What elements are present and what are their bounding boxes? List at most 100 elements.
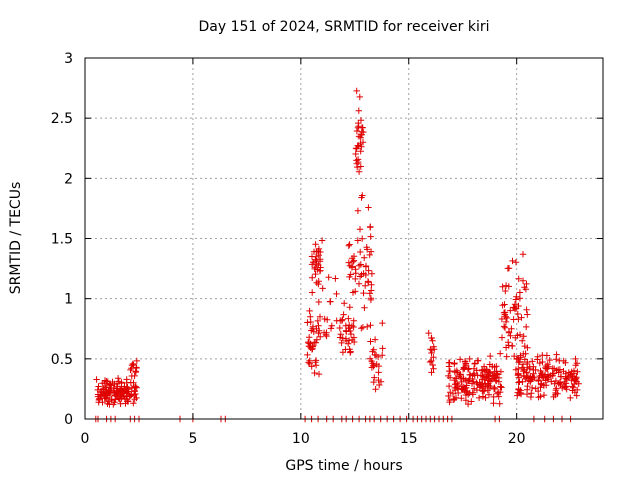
- data-point: [361, 304, 368, 311]
- data-point: [544, 361, 551, 368]
- data-point: [346, 304, 353, 311]
- data-point: [362, 263, 370, 270]
- data-point: [469, 391, 477, 398]
- data-point: [355, 280, 363, 287]
- data-point: [521, 366, 528, 373]
- data-point: [567, 394, 574, 402]
- data-point: [336, 324, 343, 332]
- data-point: [555, 369, 562, 376]
- data-point: [528, 390, 535, 397]
- data-point: [363, 244, 370, 251]
- data-point: [528, 376, 535, 383]
- data-point: [333, 290, 340, 298]
- data-point: [317, 333, 324, 340]
- data-point: [365, 204, 372, 211]
- data-point: [304, 351, 311, 359]
- data-point: [573, 378, 580, 385]
- data-point: [307, 313, 314, 320]
- data-point: [523, 390, 531, 398]
- data-point: [318, 237, 326, 244]
- data-point: [497, 350, 504, 357]
- data-point: [504, 265, 512, 272]
- data-point: [342, 327, 350, 334]
- data-point: [368, 287, 375, 294]
- data-point: [493, 363, 500, 370]
- data-point: [339, 316, 346, 323]
- data-point: [322, 331, 330, 338]
- data-point: [316, 258, 324, 265]
- data-point: [515, 365, 522, 373]
- data-point: [355, 262, 363, 269]
- data-point: [306, 360, 313, 367]
- x-tick-label: 10: [292, 431, 310, 447]
- data-point: [355, 107, 362, 114]
- data-point: [347, 348, 354, 355]
- data-point: [519, 251, 527, 258]
- data-point: [122, 387, 130, 394]
- data-point: [93, 376, 100, 383]
- data-point: [568, 368, 575, 375]
- data-point: [311, 339, 318, 346]
- data-point: [365, 267, 372, 274]
- data-point: [503, 353, 510, 360]
- data-point: [345, 242, 352, 249]
- data-point: [498, 334, 506, 341]
- data-point: [357, 248, 364, 256]
- data-point: [354, 207, 362, 214]
- data-point: [498, 315, 506, 323]
- data-point: [514, 310, 521, 318]
- y-tick-label: 2.5: [51, 111, 73, 127]
- data-point: [519, 337, 526, 344]
- data-point: [451, 395, 458, 403]
- data-point: [309, 325, 316, 332]
- data-point: [485, 391, 493, 398]
- data-point: [305, 359, 312, 366]
- data-point: [309, 289, 316, 296]
- data-point: [376, 381, 383, 389]
- data-point: [502, 287, 509, 295]
- data-point: [357, 163, 364, 170]
- data-point: [502, 318, 510, 326]
- data-point: [356, 226, 364, 233]
- data-point: [365, 279, 372, 286]
- data-point: [510, 316, 517, 323]
- data-point: [103, 395, 111, 402]
- data-point: [507, 332, 514, 339]
- data-point: [312, 270, 319, 278]
- data-point: [316, 313, 324, 320]
- data-point: [497, 368, 505, 375]
- data-point: [359, 124, 366, 131]
- data-point: [475, 357, 482, 364]
- data-point: [528, 384, 536, 392]
- data-point: [502, 282, 510, 289]
- data-point: [113, 380, 121, 387]
- data-point: [106, 380, 114, 387]
- data-point: [379, 319, 386, 327]
- data-point: [355, 133, 363, 140]
- data-point: [312, 241, 319, 248]
- data-point: [466, 355, 473, 363]
- data-point: [546, 356, 553, 364]
- data-point: [102, 384, 109, 391]
- data-point: [353, 87, 360, 95]
- y-tick-label: 2: [64, 171, 73, 187]
- data-point: [312, 357, 320, 364]
- data-point: [524, 358, 531, 366]
- data-point: [96, 388, 104, 395]
- data-point: [350, 323, 357, 331]
- data-point: [486, 361, 493, 368]
- data-point: [306, 307, 313, 315]
- data-point: [132, 368, 139, 375]
- data-point: [477, 372, 485, 379]
- data-point: [527, 373, 534, 380]
- data-point: [373, 361, 380, 368]
- data-point: [340, 311, 347, 318]
- data-point: [522, 350, 529, 357]
- data-point: [127, 366, 134, 374]
- data-point: [473, 379, 480, 386]
- data-point: [346, 241, 353, 248]
- data-point: [353, 145, 360, 152]
- data-point: [573, 392, 580, 399]
- data-point: [516, 295, 524, 302]
